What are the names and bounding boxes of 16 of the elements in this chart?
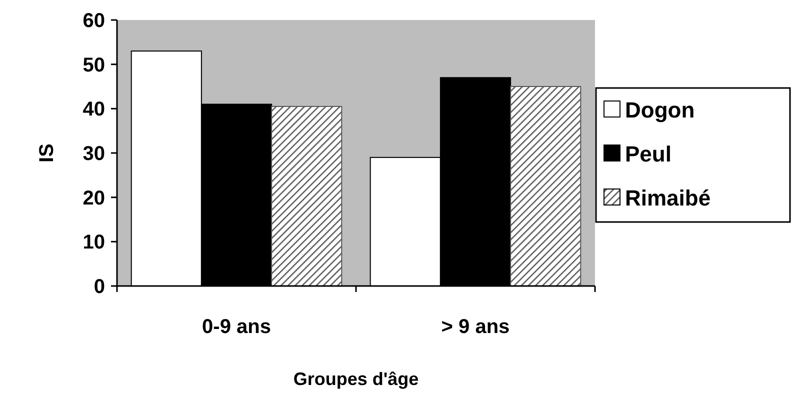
y-tick-label: 60 (82, 10, 105, 32)
bar (271, 106, 342, 286)
legend-label: Rimaibé (625, 186, 711, 211)
y-tick-label: 50 (82, 54, 105, 76)
x-tick-label: 0-9 ans (202, 316, 271, 338)
y-tick-label: 0 (94, 276, 105, 298)
x-tick-label: > 9 ans (441, 316, 510, 338)
bar (510, 86, 582, 286)
y-axis-title: IS (36, 144, 58, 162)
legend-label: Dogon (625, 98, 695, 123)
y-tick-label: 30 (82, 143, 105, 165)
legend-label: Peul (625, 142, 672, 167)
y-tick-label: 10 (82, 232, 105, 254)
y-tick-label: 20 (82, 187, 105, 210)
x-axis-title: Groupes d'âge (293, 369, 419, 389)
y-tick-label: 40 (82, 98, 105, 121)
